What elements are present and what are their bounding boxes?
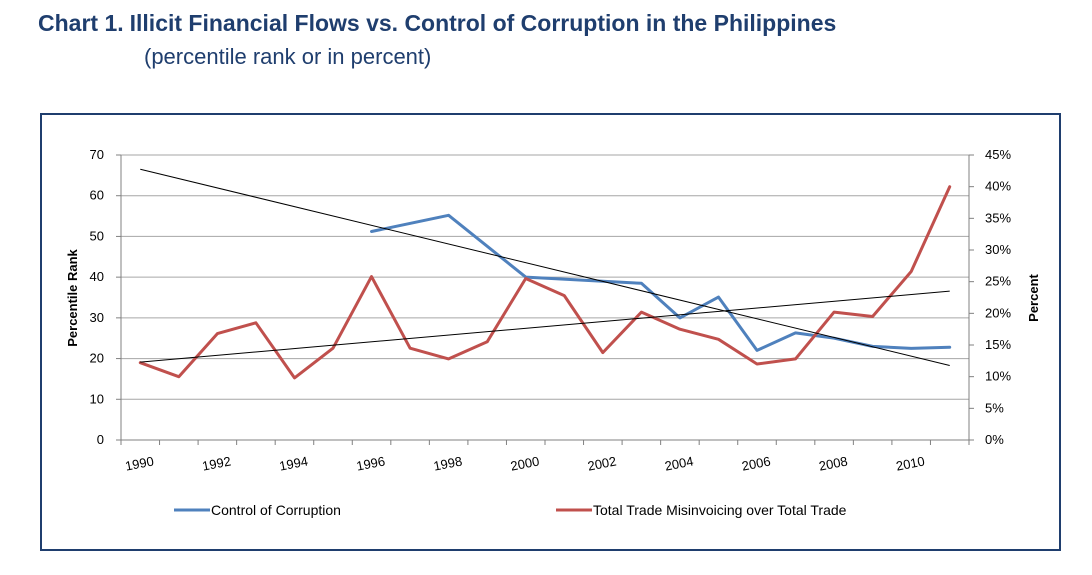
x-axis-ticks: 1990 1992 1994 1996 1998 2000 2002 2004 2006 2008… bbox=[124, 453, 926, 473]
right-tick-label: 20% bbox=[985, 305, 1011, 320]
right-tick-label: 25% bbox=[985, 274, 1011, 289]
x-tick-label: 1994 bbox=[278, 453, 309, 473]
left-tick-label: 10 bbox=[90, 391, 104, 406]
x-tick-label: 1996 bbox=[355, 453, 386, 473]
chart-title-text: Illicit Financial Flows vs. Control of C… bbox=[129, 10, 837, 36]
left-tick-label: 50 bbox=[90, 228, 104, 243]
chart-subtitle: (percentile rank or in percent) bbox=[144, 44, 432, 69]
chart-number: Chart 1. bbox=[38, 10, 124, 36]
legend-trade-misinvoicing-label: Total Trade Misinvoicing over Total Trad… bbox=[593, 502, 847, 518]
x-tick-label: 2010 bbox=[895, 453, 926, 473]
x-tick-label: 2002 bbox=[586, 453, 617, 473]
right-tick-label: 0% bbox=[985, 432, 1004, 447]
chart-title: Chart 1. Illicit Financial Flows vs. Cont… bbox=[38, 10, 836, 37]
legend-control-of-corruption-label: Control of Corruption bbox=[211, 502, 341, 518]
control-of-corruption-line bbox=[370, 213, 952, 352]
y-axis-title-left: Percentile Rank bbox=[65, 248, 80, 346]
left-tick-label: 60 bbox=[90, 188, 104, 203]
left-tick-label: 20 bbox=[90, 351, 104, 366]
right-tick-label: 15% bbox=[985, 337, 1011, 352]
right-tick-label: 30% bbox=[985, 242, 1011, 257]
trade-misinvoicing-line bbox=[138, 185, 952, 380]
trendline-layer bbox=[140, 168, 950, 366]
x-tick-label: 2006 bbox=[741, 453, 772, 473]
right-tick-label: 45% bbox=[985, 147, 1011, 162]
left-tick-label: 0 bbox=[97, 432, 104, 447]
misinvoicing-trendline bbox=[140, 290, 950, 363]
right-tick-label: 5% bbox=[985, 400, 1004, 415]
x-tick-label: 1992 bbox=[201, 453, 232, 473]
left-tick-label: 40 bbox=[90, 269, 104, 284]
corruption-trendline bbox=[140, 168, 950, 366]
left-tick-label: 70 bbox=[90, 147, 104, 162]
right-tick-label: 10% bbox=[985, 369, 1011, 384]
x-tick-label: 2000 bbox=[509, 453, 540, 473]
left-axis-ticks: 0 10 20 30 40 50 60 70 bbox=[90, 147, 104, 447]
right-axis-ticks: 0% 5% 10% 15% 20% 25% 30% 35% 40% 45% bbox=[985, 147, 1011, 447]
x-tick-label: 1990 bbox=[124, 453, 155, 473]
right-tick-label: 35% bbox=[985, 210, 1011, 225]
chart-frame bbox=[40, 113, 1061, 551]
left-tick-label: 30 bbox=[90, 310, 104, 325]
y-axis-title-right: Percent bbox=[1026, 273, 1041, 321]
legend: Control of Corruption Total Trade Misinvo… bbox=[174, 502, 847, 518]
right-tick-label: 40% bbox=[985, 179, 1011, 194]
x-tick-label: 2004 bbox=[663, 453, 694, 473]
x-tick-label: 2008 bbox=[818, 453, 849, 473]
axes bbox=[116, 154, 974, 445]
x-tick-label: 1998 bbox=[432, 453, 463, 473]
series-layer bbox=[138, 185, 952, 380]
